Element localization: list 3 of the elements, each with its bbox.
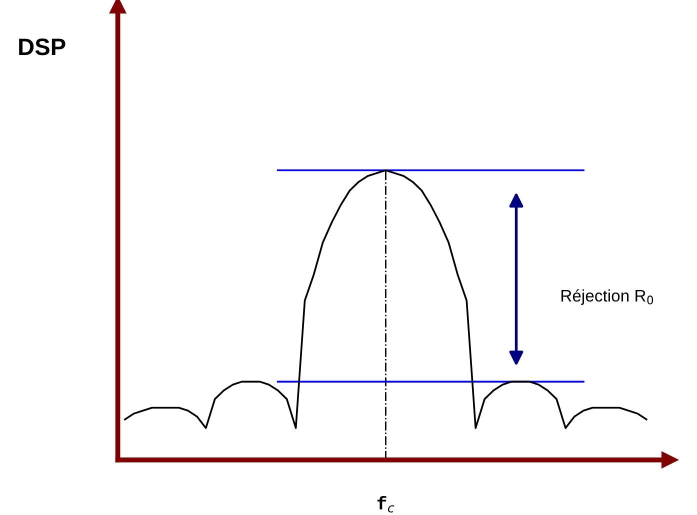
x-axis-title: f$_{c}$ [377, 496, 394, 512]
text: DSP [19, 38, 66, 56]
annotation: Réjection R$_{0}$ [562, 289, 654, 305]
